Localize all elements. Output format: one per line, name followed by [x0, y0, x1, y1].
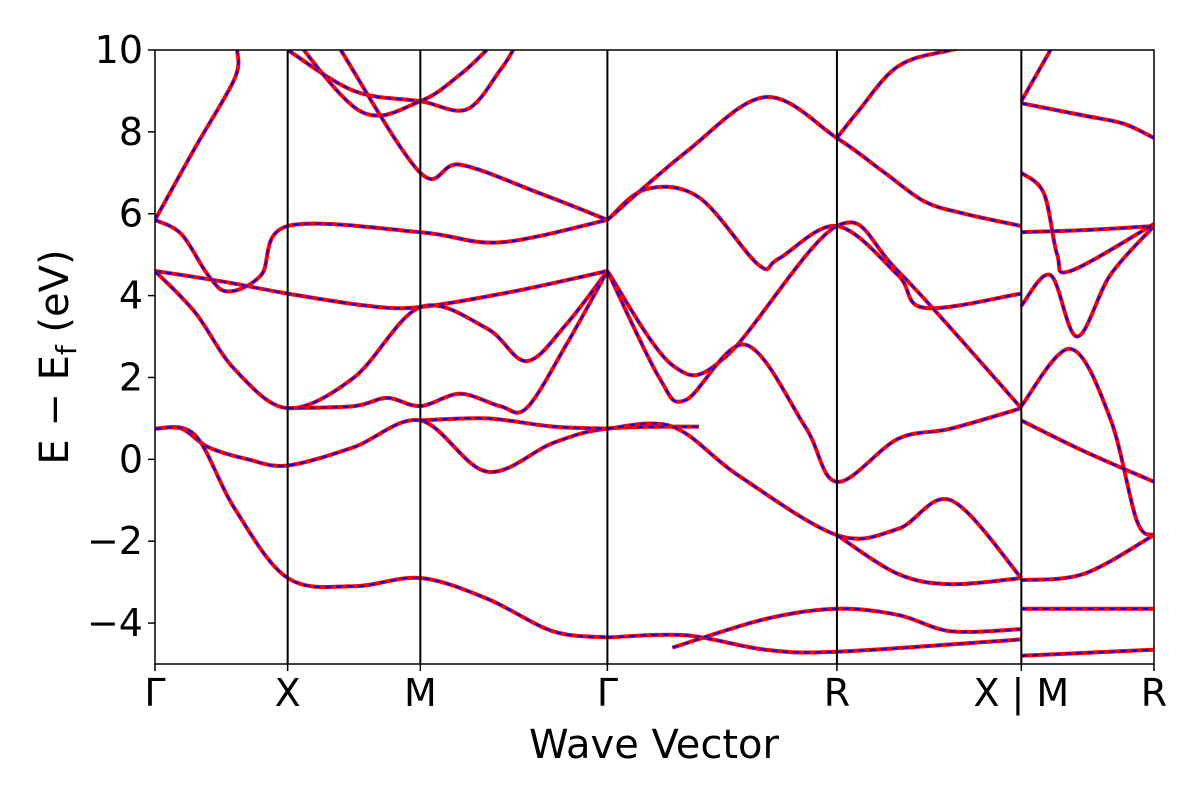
y-tick-label-1: −2: [87, 519, 143, 563]
x-axis-title: Wave Vector: [529, 722, 780, 768]
band-18-dashed: [672, 607, 1022, 649]
band-2-dashed: [155, 270, 608, 310]
band-12-solid: [606, 95, 1022, 228]
y-tick-label-4: 4: [119, 274, 143, 318]
y-tick-label-6: 8: [119, 110, 143, 154]
band-20-dashed: [1021, 102, 1154, 139]
x-tick-label-3: Γ: [597, 671, 618, 715]
y-tick-label-3: 2: [119, 355, 143, 399]
band-lines: [155, 50, 1154, 658]
band-17-dashed: [607, 633, 1022, 654]
x-tick-label-0: Γ: [144, 671, 165, 715]
y-tick-label-7: 10: [95, 28, 143, 72]
band-28-dashed: [1021, 648, 1154, 657]
band-24-dashed: [1020, 347, 1154, 537]
y-axis-title-unit: (eV): [32, 249, 78, 345]
band-10-solid: [339, 50, 609, 222]
band-22-solid: [1019, 224, 1154, 339]
plot-frame: [154, 49, 1155, 665]
y-axis-title-main: E − E: [32, 355, 78, 465]
band-9-dashed: [302, 50, 488, 117]
band-19-solid: [835, 50, 961, 140]
band-20-solid: [1020, 101, 1154, 140]
high-symmetry-lines: [286, 50, 1023, 664]
y-axis-ticks: −4 −2 0 2 4 6 8 10: [87, 28, 155, 645]
band-8-dashed: [287, 50, 515, 112]
band-15-dashed: [607, 422, 1023, 579]
band-11-dashed: [606, 185, 1022, 310]
y-axis-title: E − Ef (eV): [32, 249, 83, 464]
band-3-solid: [155, 269, 609, 411]
band-1-dashed: [155, 218, 608, 293]
band-12-dashed: [606, 96, 1022, 227]
band-4-dashed: [155, 419, 699, 473]
y-tick-label-2: 0: [119, 437, 143, 481]
band-14-dashed: [606, 270, 1022, 483]
x-tick-label-5: X | M: [973, 671, 1069, 716]
band-16-dashed: [836, 534, 1022, 586]
band-14-solid: [605, 270, 1022, 484]
x-tick-label-6: R: [1141, 671, 1167, 715]
x-tick-label-2: M: [404, 671, 437, 715]
x-axis-ticks: Γ X M Γ R X | M R: [144, 664, 1167, 716]
band-21-dashed: [1020, 50, 1052, 102]
band-13-solid: [605, 220, 1023, 410]
band-6-dashed: [287, 270, 609, 414]
band-26-dashed: [1021, 534, 1154, 582]
band-5-dashed: [155, 426, 608, 639]
band-10-dashed: [339, 50, 608, 221]
band-23-dashed: [1021, 225, 1154, 234]
band-29-dashed: [1020, 171, 1154, 274]
band-7-dashed: [420, 417, 608, 430]
band-5-solid: [155, 425, 608, 640]
y-tick-label-5: 6: [119, 192, 143, 236]
x-tick-label-1: X: [275, 671, 301, 715]
band-25-dashed: [1020, 419, 1154, 483]
y-axis-title-sub: f: [50, 344, 83, 355]
y-tick-label-0: −4: [87, 601, 143, 645]
band-22-dashed: [1020, 225, 1154, 338]
band-19-dashed: [836, 50, 956, 139]
x-tick-label-4: R: [824, 671, 850, 715]
band-0-dashed: [155, 50, 240, 221]
band-13-dashed: [606, 221, 1023, 409]
band-0-solid: [155, 50, 241, 221]
